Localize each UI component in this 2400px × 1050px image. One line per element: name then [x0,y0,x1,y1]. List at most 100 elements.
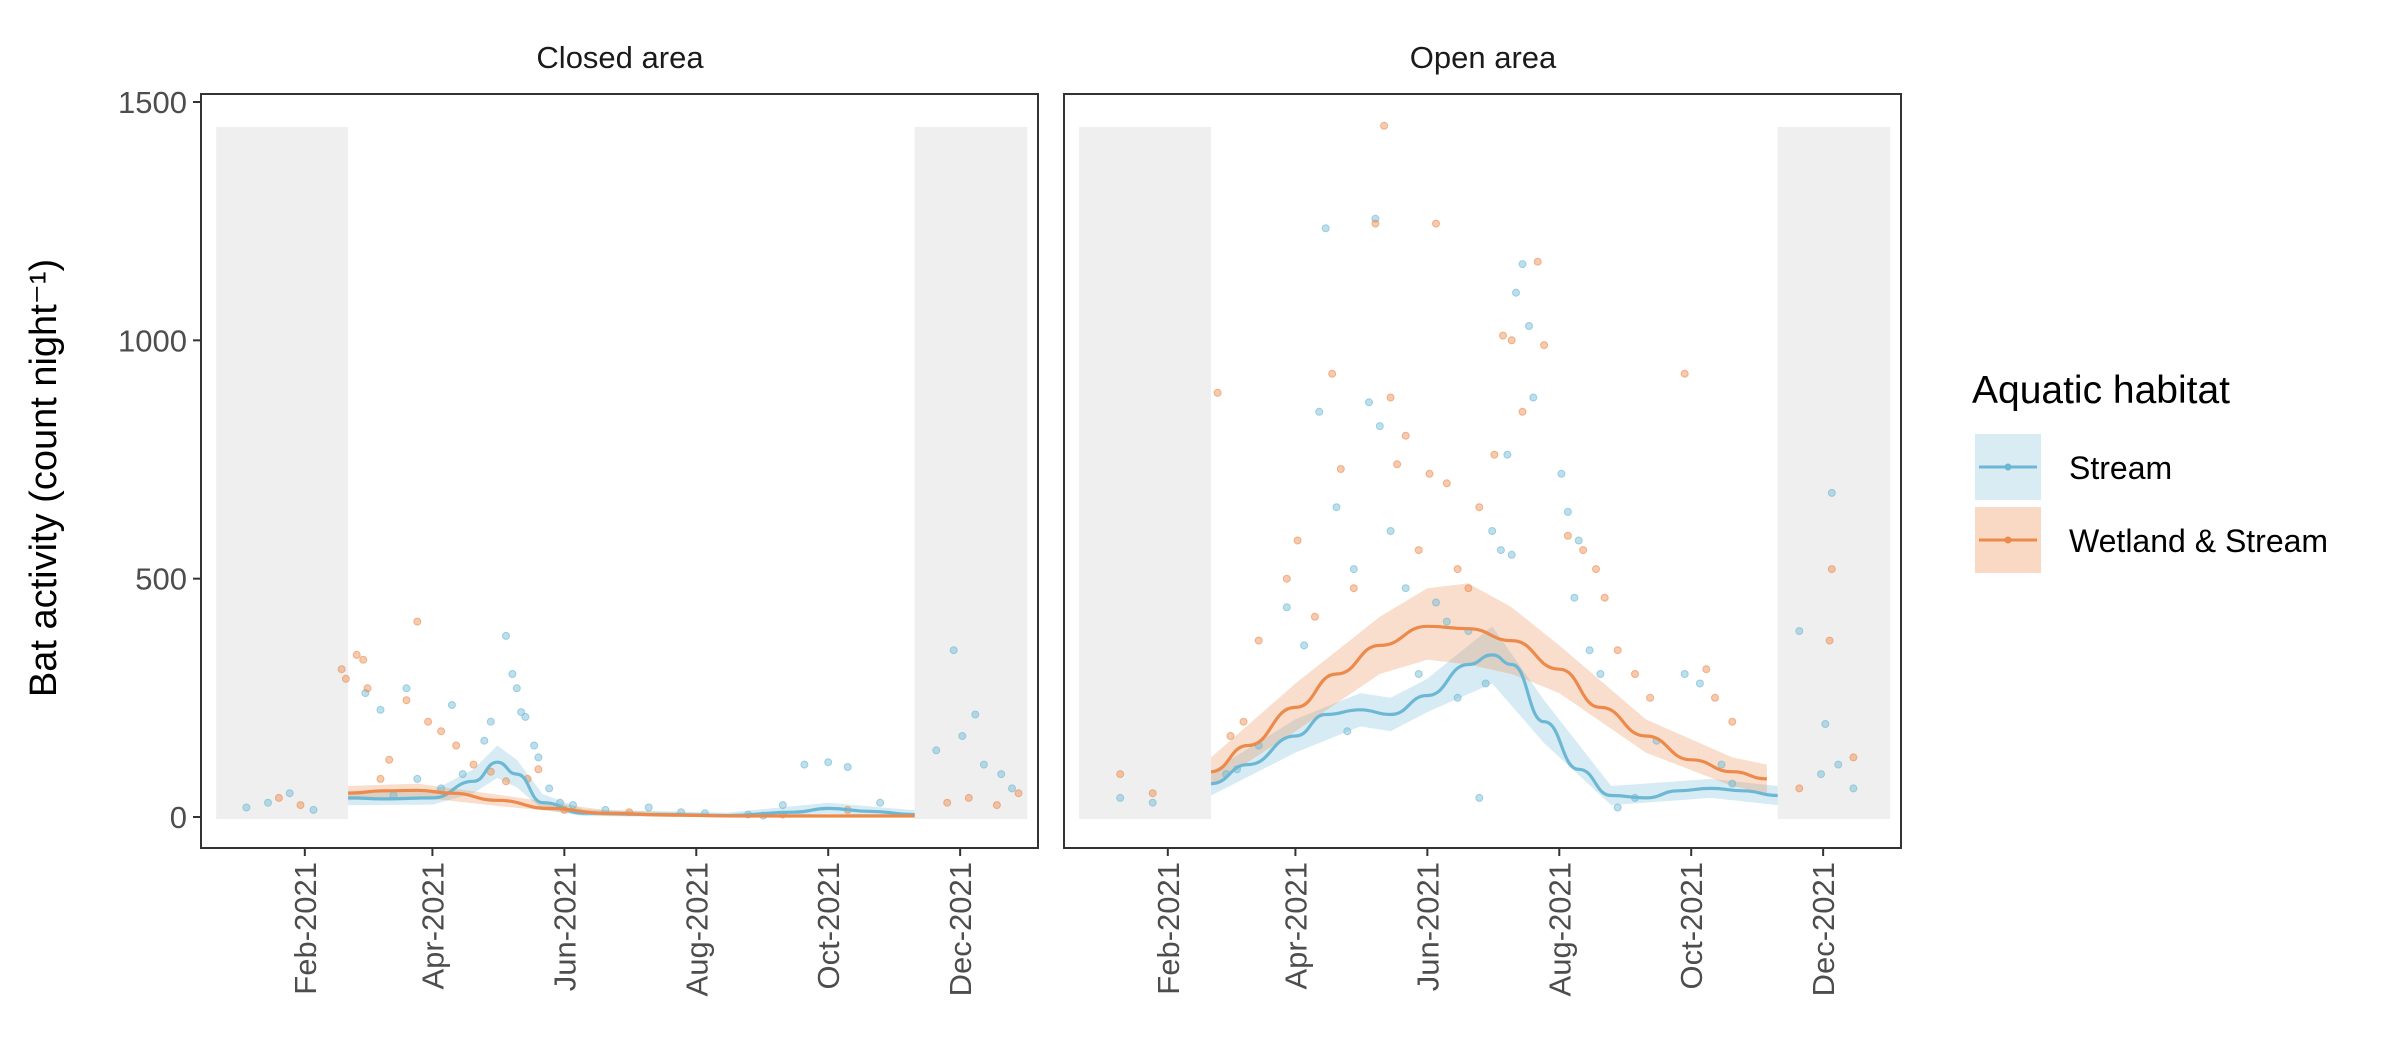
data-point-stream [402,684,411,693]
x-tick-label: Aug-2021 [679,862,714,996]
data-point-stream [1453,693,1462,702]
x-tick-label: Feb-2021 [288,862,323,995]
data-point-stream [1728,779,1737,788]
data-point-stream [1300,641,1309,650]
data-point-wetland-stream [1702,665,1711,674]
panel-plot: Feb-2021 Apr-2021 Jun-2021 Aug-2021 Oct-2021… [200,93,1039,996]
data-point-stream [1315,407,1324,416]
data-point-wetland-stream [1518,407,1527,416]
x-tick-label: Apr-2021 [415,862,450,990]
data-point-stream [1282,603,1291,612]
data-point-stream [778,801,787,810]
data-point-wetland-stream [1148,789,1157,798]
data-point-stream [1496,546,1505,555]
data-point-wetland-stream [502,777,510,786]
data-point-wetland-stream [337,665,346,674]
legend-entry-wetland-stream: Wetland & Stream [1975,507,2328,573]
data-point-stream [1518,260,1527,269]
data-point-stream [1795,627,1804,636]
data-point-stream [958,732,967,740]
data-point-wetland-stream [1116,770,1125,779]
legend-key-wetland-point [2004,536,2012,544]
data-point-stream [521,712,530,721]
data-point-stream [1116,793,1125,802]
data-point-wetland-stream [1499,331,1507,340]
data-point-wetland-stream [1371,219,1380,228]
shaded-period [1079,127,1212,819]
data-point-stream [534,753,543,762]
data-point-wetland-stream [1213,388,1222,397]
data-point-wetland-stream [1579,546,1588,555]
y-tick-label: 1500 [118,85,187,120]
data-point-stream [1557,469,1566,478]
data-point-wetland-stream [1453,565,1462,574]
data-point-wetland-stream [1310,612,1319,621]
panel-plot: Feb-2021 Apr-2021 Jun-2021 Aug-2021 Oct-2021… [1063,93,1902,996]
data-point-stream [545,784,554,793]
data-point-stream [1321,224,1330,233]
data-point-wetland-stream [341,674,350,683]
data-point-stream [876,798,885,807]
x-tick-label: Jun-2021 [547,862,582,991]
data-point-wetland-stream [1282,574,1291,583]
data-point-stream [264,798,272,807]
panel-title: Closed area [536,40,704,75]
data-point-stream [486,717,495,726]
legend-label-wetland-stream: Wetland & Stream [2069,523,2328,559]
data-point-stream [376,705,385,714]
data-point-wetland-stream [1613,646,1622,655]
data-point-wetland-stream [1728,717,1737,726]
data-point-stream [1525,322,1533,330]
data-point-stream [932,746,941,755]
data-point-stream [1529,393,1538,402]
data-point-stream [1503,450,1512,459]
data-point-stream [447,701,456,709]
x-tick-label: Dec-2021 [1806,862,1841,996]
y-tick-label: 1000 [118,323,187,358]
data-point-stream [413,774,422,783]
data-point-wetland-stream [1226,732,1235,740]
data-point-wetland-stream [1393,460,1402,469]
data-point-wetland-stream [296,801,305,810]
data-point-wetland-stream [1239,717,1248,726]
data-point-stream [1563,507,1572,516]
data-point-stream [1834,760,1843,769]
data-point-stream [242,803,251,812]
x-tick-label: Apr-2021 [1278,862,1313,990]
smooth-line-stream [1210,653,1778,800]
x-tick-label: Oct-2021 [1674,862,1709,990]
x-tick-label: Oct-2021 [811,862,846,990]
data-point-stream [1343,727,1352,736]
data-point-wetland-stream [943,798,952,807]
data-point-stream [502,631,510,640]
data-point-stream [1401,584,1410,593]
data-point-wetland-stream [1336,465,1345,473]
data-point-stream [508,670,517,678]
data-point-wetland-stream [1380,121,1389,130]
data-point-wetland-stream [992,801,1001,810]
data-point-wetland-stream [1507,336,1516,345]
data-point-stream [1849,784,1858,793]
data-point-stream [1375,422,1384,431]
data-point-wetland-stream [1849,753,1858,762]
confidence-band-wetland-stream [1211,583,1767,794]
shaded-period [1777,127,1891,819]
legend-label-stream: Stream [2069,450,2172,486]
x-tick-label: Jun-2021 [1410,862,1445,991]
panel-open-area: Open area Feb-2021 Apr-2021 Jun-2021 Aug-20… [1063,40,1902,996]
data-point-stream [644,803,653,812]
smooth-line-wetland-stream [348,788,915,818]
data-point-stream [1481,679,1490,688]
legend-entry-stream: Stream [1975,434,2172,500]
data-point-wetland-stream [534,765,543,774]
legend-key-stream-point [2004,463,2012,471]
confidence-band-wetland-stream [348,783,915,817]
data-point-wetland-stream [1293,536,1302,545]
data-point-wetland-stream [402,696,411,705]
data-point-wetland-stream [1014,789,1023,798]
data-point-wetland-stream [452,741,461,750]
data-point-wetland-stream [352,650,361,659]
data-point-stream [1008,784,1016,793]
data-point-stream [1512,288,1520,297]
data-point-wetland-stream [1795,784,1804,793]
